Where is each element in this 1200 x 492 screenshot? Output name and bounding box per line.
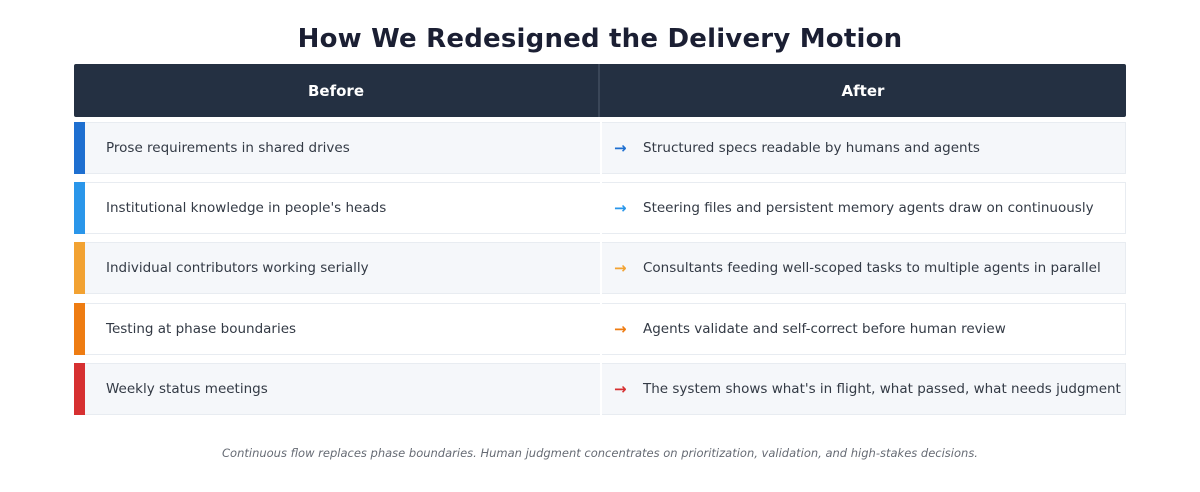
table-row: Individual contributors working serially… <box>74 242 1126 294</box>
table-row: Institutional knowledge in people's head… <box>74 182 1126 234</box>
before-cell: Weekly status meetings <box>85 363 600 415</box>
page-title: How We Redesigned the Delivery Motion <box>297 24 903 54</box>
before-cell: Individual contributors working serially <box>85 242 600 294</box>
right-arrow-icon: → <box>614 139 627 157</box>
table-row: Prose requirements in shared drives → St… <box>74 122 1126 174</box>
row-accent-bar <box>74 363 85 415</box>
after-text: Steering files and persistent memory age… <box>643 200 1094 216</box>
before-cell: Institutional knowledge in people's head… <box>85 182 600 234</box>
after-cell: → The system shows what's in flight, wha… <box>602 363 1126 415</box>
table-row: Testing at phase boundaries → Agents val… <box>74 303 1126 355</box>
after-cell: → Agents validate and self-correct befor… <box>602 303 1126 355</box>
after-text: Structured specs readable by humans and … <box>643 140 980 156</box>
row-accent-bar <box>74 242 85 294</box>
after-text: Agents validate and self-correct before … <box>643 321 1006 337</box>
right-arrow-icon: → <box>614 199 627 217</box>
after-cell: → Structured specs readable by humans an… <box>602 122 1126 174</box>
before-cell: Prose requirements in shared drives <box>85 122 600 174</box>
table-row: Weekly status meetings → The system show… <box>74 363 1126 415</box>
row-accent-bar <box>74 182 85 234</box>
header-after: After <box>841 81 885 100</box>
after-cell: → Steering files and persistent memory a… <box>602 182 1126 234</box>
after-text: Consultants feeding well-scoped tasks to… <box>643 260 1101 276</box>
footnote: Continuous flow replaces phase boundarie… <box>222 446 978 460</box>
before-cell: Testing at phase boundaries <box>85 303 600 355</box>
right-arrow-icon: → <box>614 380 627 398</box>
header-before: Before <box>74 64 600 117</box>
after-text: The system shows what's in flight, what … <box>643 381 1121 397</box>
row-accent-bar <box>74 303 85 355</box>
right-arrow-icon: → <box>614 320 627 338</box>
right-arrow-icon: → <box>614 259 627 277</box>
comparison-table: Before After Prose requirements in share… <box>74 64 1126 415</box>
row-accent-bar <box>74 122 85 174</box>
table-header: Before After <box>74 64 1126 117</box>
after-cell: → Consultants feeding well-scoped tasks … <box>602 242 1126 294</box>
